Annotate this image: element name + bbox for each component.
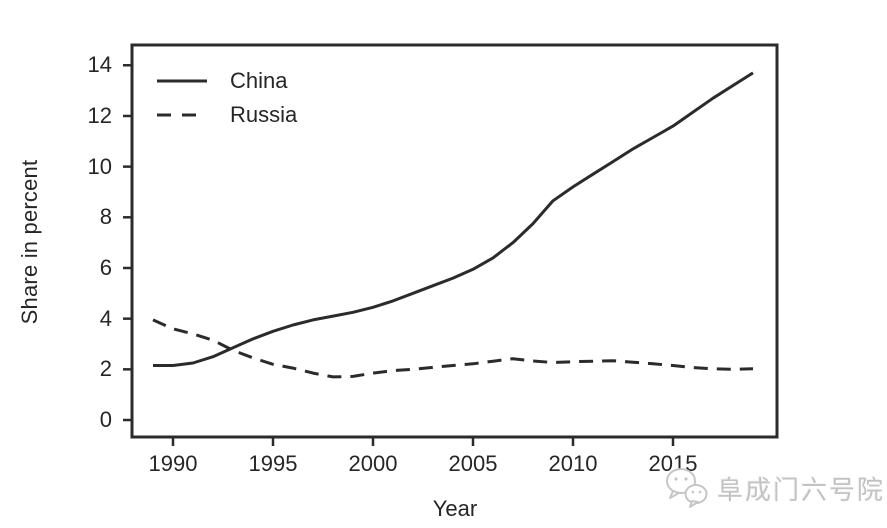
legend: China Russia <box>156 66 297 130</box>
y-tick-label: 10 <box>87 153 112 179</box>
x-axis-title: Year <box>432 496 478 521</box>
x-tick-label: 2000 <box>348 451 398 476</box>
x-tick-label: 1990 <box>148 451 198 476</box>
legend-item-china: China <box>156 66 297 96</box>
watermark-text: 阜成门六号院 <box>716 474 885 505</box>
legend-line-dashed-icon <box>157 113 207 117</box>
watermark: 阜成门六号院 <box>663 466 885 510</box>
x-tick-label: 2010 <box>548 451 598 476</box>
y-tick-label: 14 <box>87 52 112 78</box>
series-line-china <box>153 71 754 367</box>
y-tick-label: 8 <box>99 204 112 230</box>
wechat-chat-bubbles-icon <box>665 468 708 508</box>
y-tick-label: 2 <box>99 356 112 382</box>
y-tick-label: 0 <box>99 407 112 433</box>
y-tick-label: 12 <box>87 102 112 128</box>
series-line-russia <box>152 318 754 379</box>
plot-border <box>130 43 779 439</box>
legend-line-solid-icon <box>157 79 207 83</box>
y-tick-label: 4 <box>99 305 112 331</box>
x-tick-label: 1995 <box>248 451 298 476</box>
legend-label-china: China <box>230 68 288 93</box>
legend-label-russia: Russia <box>230 102 298 127</box>
y-tick-label: 6 <box>99 254 112 280</box>
legend-item-russia: Russia <box>156 100 297 130</box>
x-tick-label: 2005 <box>448 451 498 476</box>
y-axis-title: Share in percent <box>17 159 42 325</box>
